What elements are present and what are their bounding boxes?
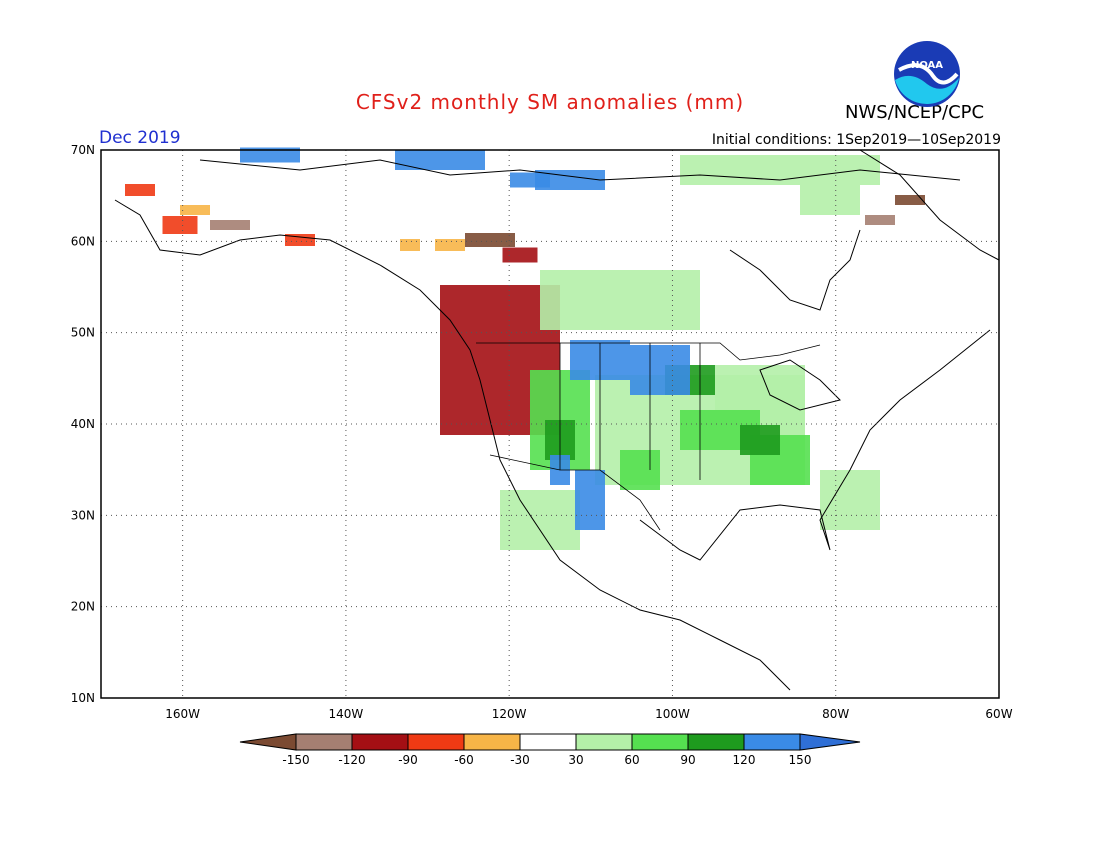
legend-label: 120 — [733, 753, 756, 767]
anomaly-patch — [502, 247, 538, 263]
legend-label: -150 — [282, 753, 309, 767]
coastline — [114, 199, 791, 691]
noaa-logo: NOAA — [894, 41, 960, 107]
legend-swatch — [575, 733, 633, 751]
anomaly-patch — [620, 450, 660, 490]
anomaly-patch — [395, 150, 485, 170]
coastline — [639, 329, 991, 561]
anomaly-patch — [540, 270, 700, 330]
lat-label: 10N — [71, 691, 95, 705]
coastline — [729, 229, 861, 311]
anomaly-patch — [535, 170, 605, 190]
coastline — [859, 149, 1000, 261]
color-legend: -150 -120 -90 -60 -30 30 60 90 120 150 — [239, 733, 861, 767]
anomaly-patch — [865, 215, 895, 225]
lat-label: 40N — [71, 417, 95, 431]
lon-label: 120W — [492, 707, 527, 721]
legend-swatch — [295, 733, 353, 751]
lon-label: 60W — [985, 707, 1012, 721]
anomaly-patch — [740, 425, 780, 455]
lon-label: 100W — [655, 707, 690, 721]
anomaly-patch — [500, 490, 580, 550]
anomaly-patch — [465, 233, 515, 247]
logo-text: NOAA — [911, 60, 943, 71]
legend-label: -120 — [338, 753, 365, 767]
legend-swatch — [351, 733, 409, 751]
legend-label: 60 — [624, 753, 639, 767]
legend-arrow-low — [239, 733, 297, 751]
coastline — [199, 159, 961, 181]
coastline — [759, 359, 841, 411]
lat-axis-labels: 70N 60N 50N 40N 30N 20N 10N — [71, 143, 95, 705]
anomaly-patch — [400, 239, 420, 251]
legend-swatch — [687, 733, 745, 751]
anomaly-patch — [435, 239, 465, 251]
anomaly-patch — [125, 184, 155, 196]
legend-swatch — [407, 733, 465, 751]
coastlines — [114, 149, 1000, 691]
map-frame — [100, 149, 1000, 699]
legend-label: 30 — [568, 753, 583, 767]
legend-swatch — [631, 733, 689, 751]
legend-swatch — [519, 733, 577, 751]
lat-label: 20N — [71, 600, 95, 614]
lon-axis-labels: 160W 140W 120W 100W 80W 60W — [165, 707, 1012, 721]
anomaly-patch — [162, 216, 198, 234]
legend-label: 150 — [789, 753, 812, 767]
anomaly-patch — [575, 470, 605, 530]
legend-label: -60 — [454, 753, 474, 767]
legend-label: -90 — [398, 753, 418, 767]
anomaly-patch — [510, 172, 550, 188]
lat-label: 60N — [71, 234, 95, 248]
agency-label: NWS/NCEP/CPC — [845, 102, 985, 123]
lat-label: 30N — [71, 508, 95, 522]
lon-label: 80W — [822, 707, 849, 721]
legend-label: -30 — [510, 753, 530, 767]
lon-label: 140W — [329, 707, 364, 721]
anomaly-patch — [240, 147, 300, 163]
forecast-month: Dec 2019 — [99, 128, 181, 148]
legend-arrow-high — [799, 733, 861, 751]
lat-label: 50N — [71, 326, 95, 340]
legend-swatch — [463, 733, 521, 751]
figure-title: CFSv2 monthly SM anomalies (mm) — [355, 90, 745, 114]
anomaly-patch — [800, 185, 860, 215]
lat-label: 70N — [71, 143, 95, 157]
initial-conditions: Initial conditions: 1Sep2019—10Sep2019 — [711, 132, 1001, 148]
political-border — [476, 342, 821, 361]
anomaly-patch — [630, 345, 690, 395]
legend-swatch — [743, 733, 801, 751]
anomaly-patch — [180, 205, 210, 215]
lon-label: 160W — [165, 707, 200, 721]
legend-label: 90 — [680, 753, 695, 767]
anomaly-patch — [210, 220, 250, 230]
anomaly-patch — [820, 470, 880, 530]
anomaly-patch — [285, 234, 315, 246]
anomaly-patch — [895, 195, 925, 205]
